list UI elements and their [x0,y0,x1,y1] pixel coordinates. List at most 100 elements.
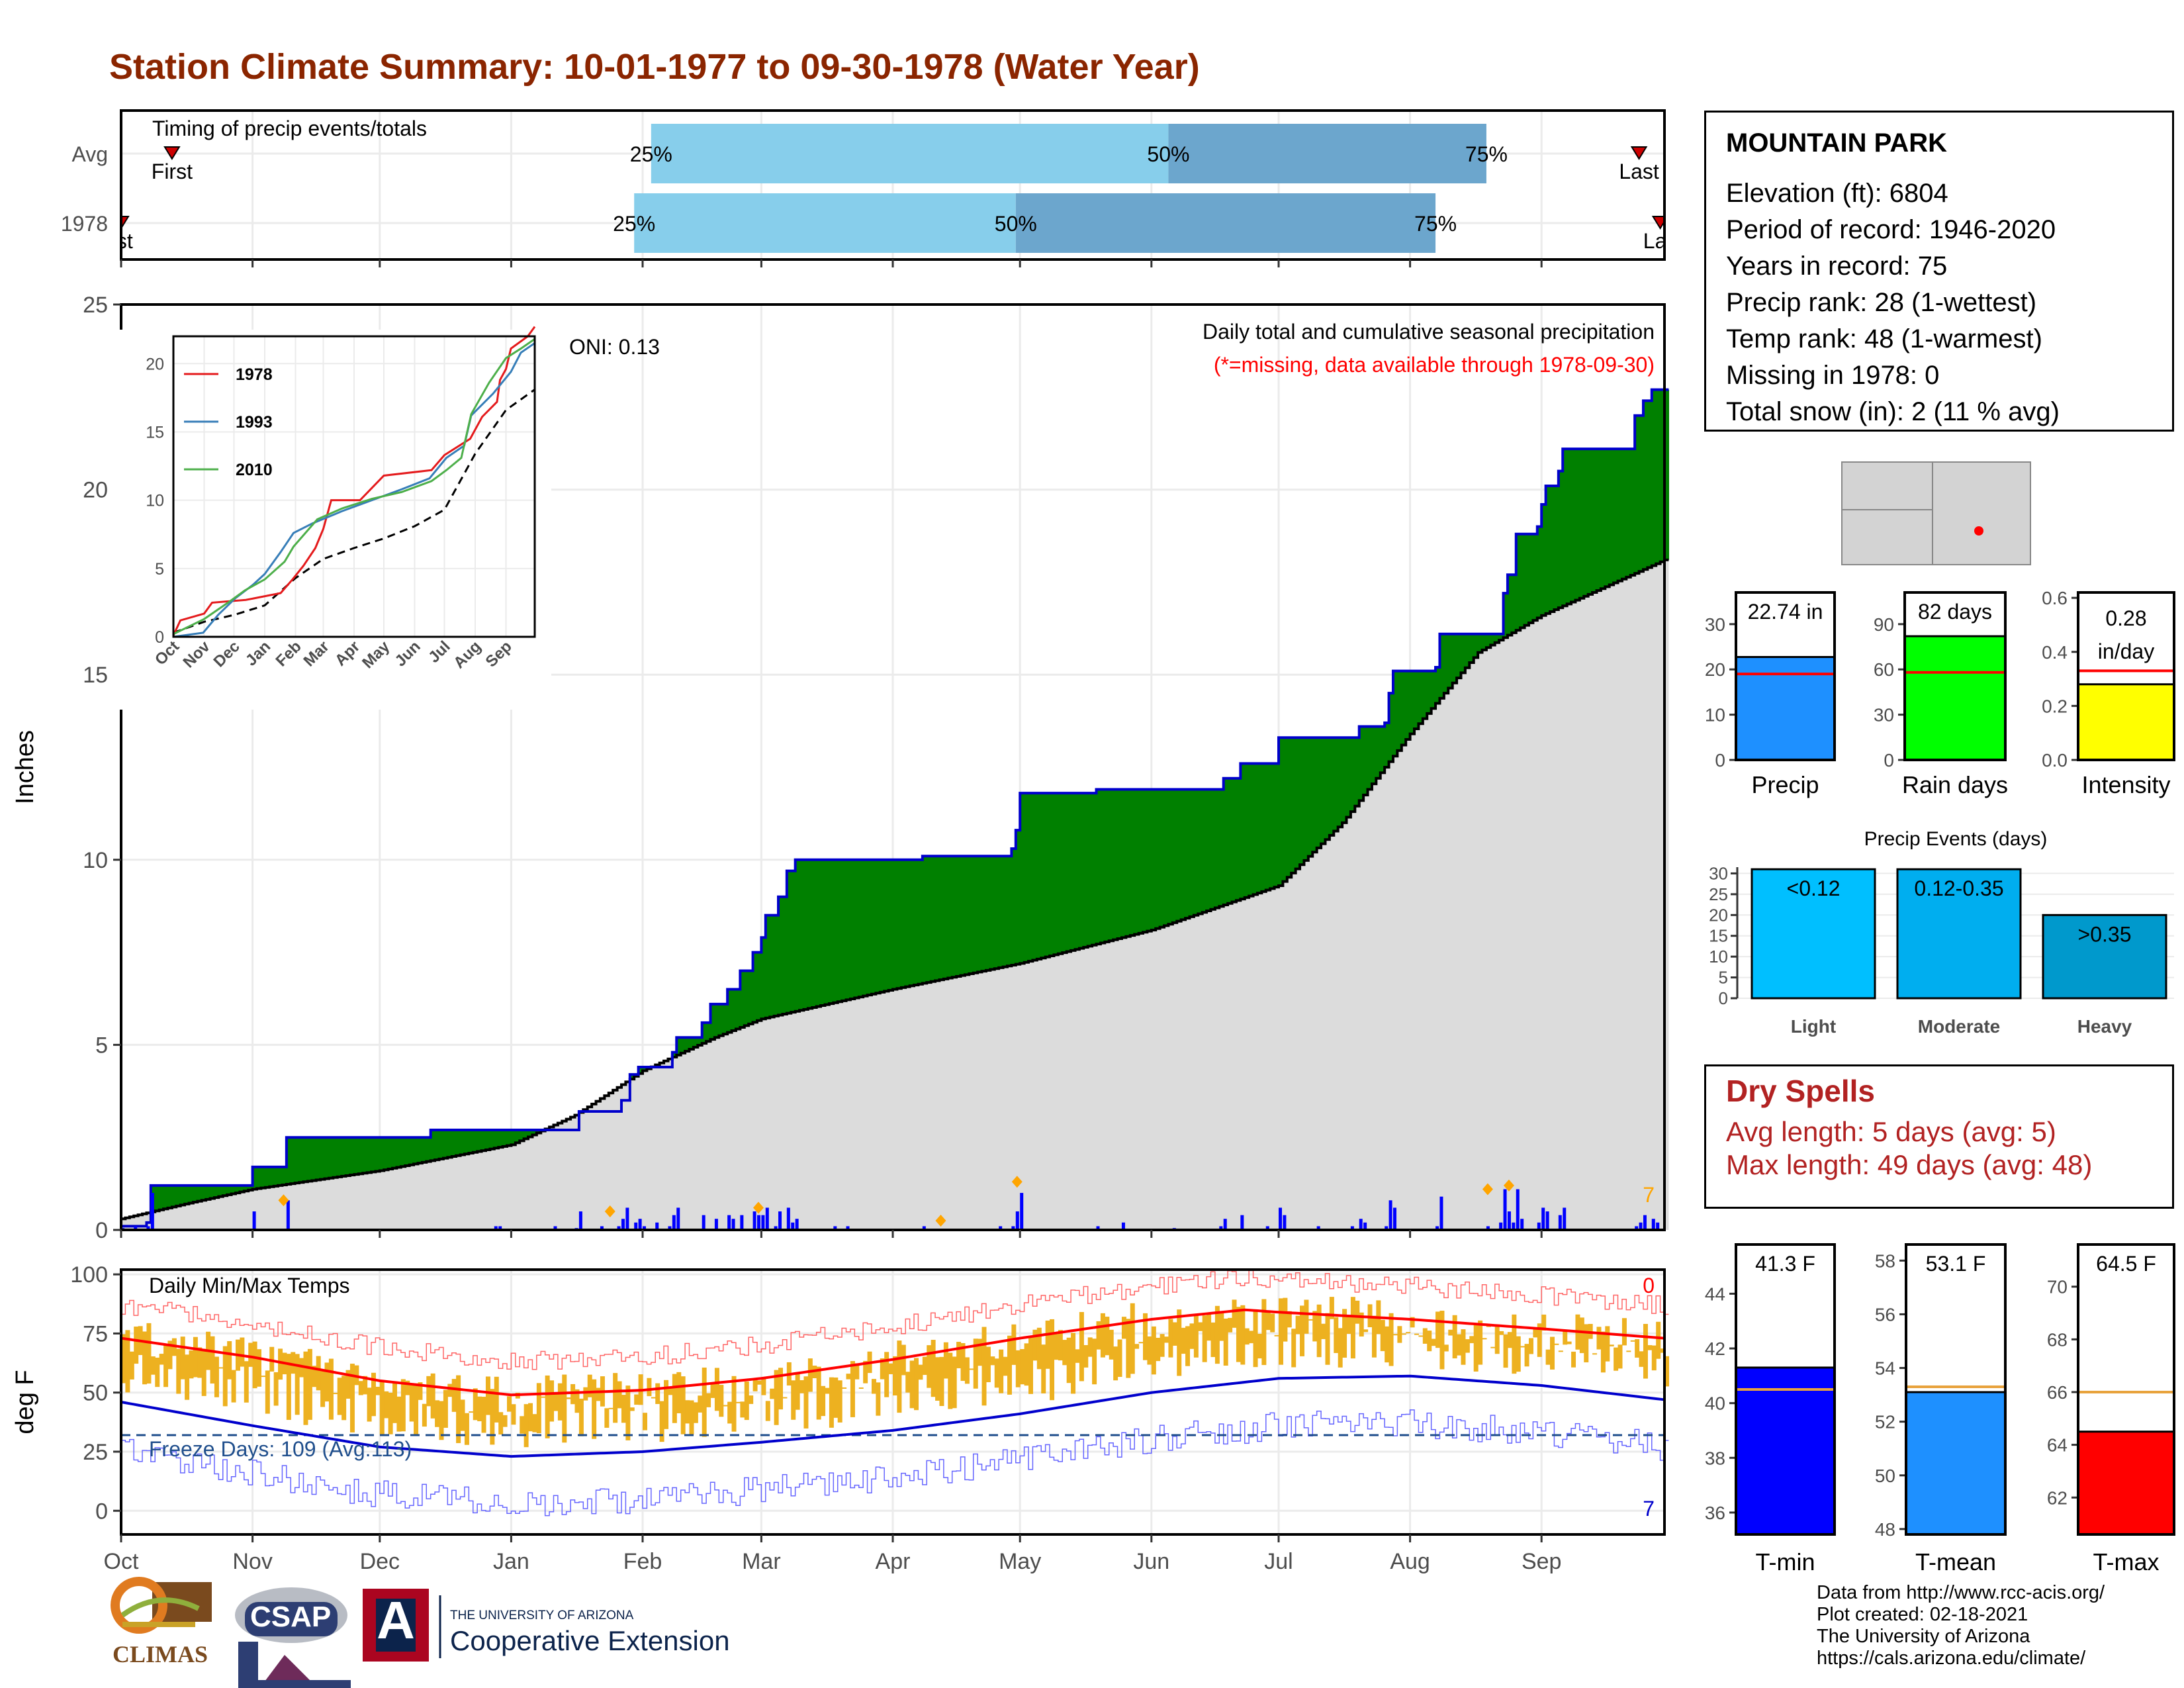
temp-daily-bar [498,1412,504,1435]
precip-above-avg-fill [1550,486,1555,612]
temp-daily-bar [1363,1329,1369,1333]
precip-below-avg-fill [583,1109,588,1112]
precip-above-avg-fill [897,859,902,989]
precip-above-avg-fill [719,1004,724,1036]
events-y-tick-label: 20 [1709,905,1728,925]
precip-below-avg-fill [617,1087,622,1112]
dry-spells-max: Max length: 49 days (avg: 48) [1726,1149,2093,1180]
temp-daily-bar [761,1377,766,1395]
temp-daily-bar [1359,1312,1364,1337]
precip-above-avg-fill [935,856,940,981]
temp-daily-bar [545,1375,550,1438]
temp-daily-bar [774,1370,779,1425]
precip-above-avg-fill [1647,400,1653,568]
precip-above-avg-fill [384,1137,389,1170]
events-y-tick-label: 15 [1709,926,1728,946]
precip-above-avg-fill [541,1130,546,1131]
temp-daily-bar [1355,1300,1360,1324]
events-bar-label: >0.35 [2078,922,2132,946]
temp-daily-bar [1172,1322,1177,1346]
precip-daily-bar [1512,1222,1516,1230]
temp-daily-bar [689,1400,694,1434]
summary-axis-label: T-mean [1915,1548,1996,1575]
summary-y-tick-label: 62 [2047,1487,2068,1508]
temp-daily-bar [752,1379,758,1391]
temp-daily-bar [676,1372,682,1413]
precip-above-avg-fill [185,1185,190,1204]
precip-above-avg-fill [816,859,821,1007]
temp-daily-bar [807,1358,813,1392]
precip-daily-bar [498,1226,502,1230]
precip-above-avg-fill [858,859,864,998]
temp-daily-bar [400,1379,406,1432]
precip-daily-bar [1172,1228,1176,1230]
temp-daily-bar [1376,1300,1381,1335]
temp-daily-bar [778,1368,784,1410]
temp-daily-bar [392,1382,398,1423]
precip-above-avg-fill [672,1052,677,1057]
precip-above-avg-fill [1138,789,1144,933]
temp-daily-bar [1321,1323,1326,1339]
temp-daily-bar [1626,1350,1631,1352]
precip-above-avg-fill [1279,737,1284,886]
precip-above-avg-fill [710,1004,715,1040]
precip-above-avg-fill [1164,789,1169,926]
precip-daily-bar [731,1219,735,1230]
precip-above-avg-fill [1214,789,1220,908]
events-y-tick-label: 30 [1709,863,1728,883]
climas-logo-text: CLIMAS [113,1641,208,1667]
precip-above-avg-fill [723,1004,728,1035]
precip-daily-bar [494,1226,498,1230]
temp-daily-bar [1554,1343,1559,1345]
timing-row-label-top: 1978 [61,212,108,236]
temp-daily-bar [1071,1333,1076,1394]
temp-daily-bar [1465,1339,1470,1353]
temp-daily-bar [1664,1356,1669,1387]
precip-above-avg-fill [1414,671,1420,729]
precip-above-avg-fill [1206,789,1212,911]
precip-above-avg-fill [312,1137,317,1181]
precip-above-avg-fill [1210,789,1216,910]
temp-daily-bar [252,1341,257,1389]
temp-daily-bar [227,1341,232,1380]
temp-daily-bar [1605,1326,1610,1362]
precip-above-avg-fill [1117,789,1122,939]
summary-value-bar [1905,1391,2007,1536]
temp-frame [120,1268,1666,1536]
precip-daily-bar [625,1207,629,1230]
temp-daily-bar [1385,1326,1390,1363]
precip-above-avg-fill [1503,593,1508,638]
timing-left-mask [0,137,121,259]
precip-above-avg-fill [193,1185,198,1203]
precip-above-avg-fill [1130,789,1135,936]
precip-daily-bar [756,1215,760,1230]
precip-above-avg-fill [1422,671,1428,719]
precip-daily-bar [1121,1222,1125,1230]
precip-above-avg-fill [1054,793,1059,955]
temp-daily-bar [706,1393,711,1407]
temp-daily-bar [375,1386,381,1395]
precip-daily-bar [1219,1226,1223,1230]
temp-daily-bar [943,1342,948,1379]
temp-daily-bar [439,1401,444,1440]
temp-daily-bar [146,1323,152,1384]
summary-y-tick-label: 90 [1874,614,1894,635]
precip-daily-bar [1388,1200,1392,1230]
inset-legend-label: 1993 [236,413,273,432]
precip-above-avg-fill [1308,737,1313,857]
precip-above-avg-fill [1567,449,1572,604]
precip-snow-marker [1503,1179,1514,1192]
precip-above-avg-fill [770,915,775,1017]
temp-daily-bar [511,1404,516,1425]
events-y-tick-label: 10 [1709,947,1728,966]
temp-daily-bar [134,1326,139,1364]
precip-above-avg-fill [155,1185,160,1211]
temp-daily-bar [837,1380,842,1423]
inset-x-tick-label: Dec [210,637,244,671]
inset-x-tick-label: Jun [391,637,424,670]
temp-daily-bar [1406,1332,1411,1334]
precip-daily-bar [617,1226,621,1230]
temp-daily-bar [981,1327,987,1406]
timing-first-marker [113,216,130,230]
precip-above-avg-fill [396,1137,402,1168]
